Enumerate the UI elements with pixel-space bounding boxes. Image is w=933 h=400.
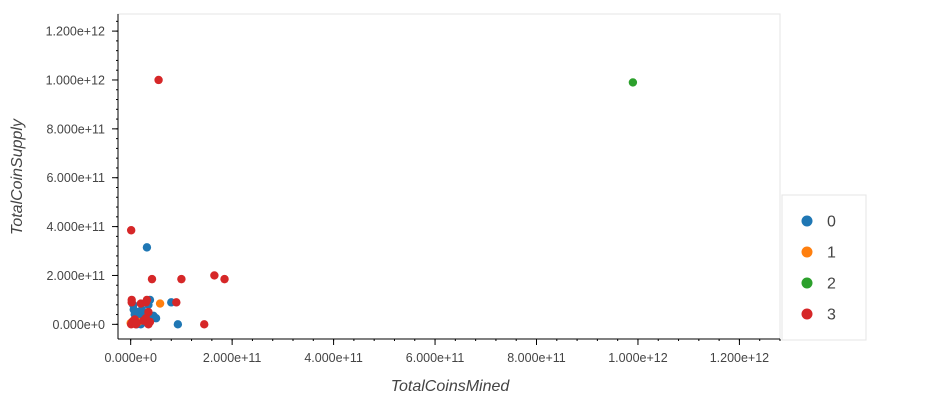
data-point-cluster-3: [210, 271, 219, 280]
legend-label-0: 0: [827, 214, 836, 231]
legend-label-3: 3: [827, 307, 836, 324]
data-point-cluster-0: [142, 243, 152, 252]
data-point-cluster-3: [141, 314, 151, 323]
legend-marker-2: [801, 277, 813, 289]
data-points: [126, 75, 638, 329]
x-axis: 0.000e+0 2.000e+11 4.000e+11 6.000e+11 8.000…: [104, 338, 781, 365]
legend-box: [781, 194, 867, 341]
data-point-cluster-3: [200, 320, 209, 329]
data-point-cluster-3: [147, 274, 157, 284]
data-point-cluster-3: [154, 75, 163, 85]
data-point-cluster-3: [126, 226, 136, 235]
data-point-cluster-3: [127, 298, 136, 307]
x-tick-label: 1.200e+12: [710, 351, 769, 365]
y-tick-label: 1.000e+12: [46, 73, 105, 87]
data-point-cluster-1: [155, 299, 165, 308]
y-tick-label: 2.000e+11: [46, 269, 105, 283]
legend: 0 1 2 3: [781, 194, 867, 341]
legend-marker-1: [801, 246, 813, 258]
data-point-cluster-0: [173, 320, 183, 329]
legend-marker-0: [801, 215, 813, 227]
y-axis-title: TotalCoinSupply: [9, 118, 26, 235]
y-tick-label: 4.000e+11: [46, 220, 105, 234]
y-tick-label: 1.200e+12: [46, 25, 105, 39]
plot-frame: [117, 13, 781, 340]
legend-marker-3: [801, 308, 813, 320]
x-tick-label: 8.000e+11: [507, 351, 566, 365]
legend-label-2: 2: [827, 276, 836, 293]
x-tick-label: 4.000e+11: [304, 351, 363, 365]
data-point-cluster-0: [151, 314, 161, 323]
x-tick-label: 0.000e+0: [104, 351, 157, 365]
data-point-cluster-3: [220, 274, 229, 284]
data-point-cluster-3: [132, 318, 141, 328]
data-point-cluster-3: [172, 298, 181, 307]
x-axis-title: TotalCoinsMined: [391, 378, 511, 395]
x-tick-label: 6.000e+11: [406, 351, 465, 365]
y-tick-label: 6.000e+11: [46, 171, 105, 185]
data-point-cluster-3: [177, 274, 186, 284]
y-axis: 0.000e+0 2.000e+11 4.000e+11 6.000e+11 8.000…: [46, 14, 119, 339]
data-point-cluster-2: [628, 78, 638, 87]
x-tick-label: 1.000e+12: [608, 351, 667, 365]
y-tick-label: 0.000e+0: [53, 318, 106, 332]
data-point-cluster-3: [142, 295, 152, 305]
legend-label-1: 1: [827, 245, 836, 262]
x-tick-label: 2.000e+11: [203, 351, 262, 365]
y-tick-label: 8.000e+11: [46, 122, 105, 136]
